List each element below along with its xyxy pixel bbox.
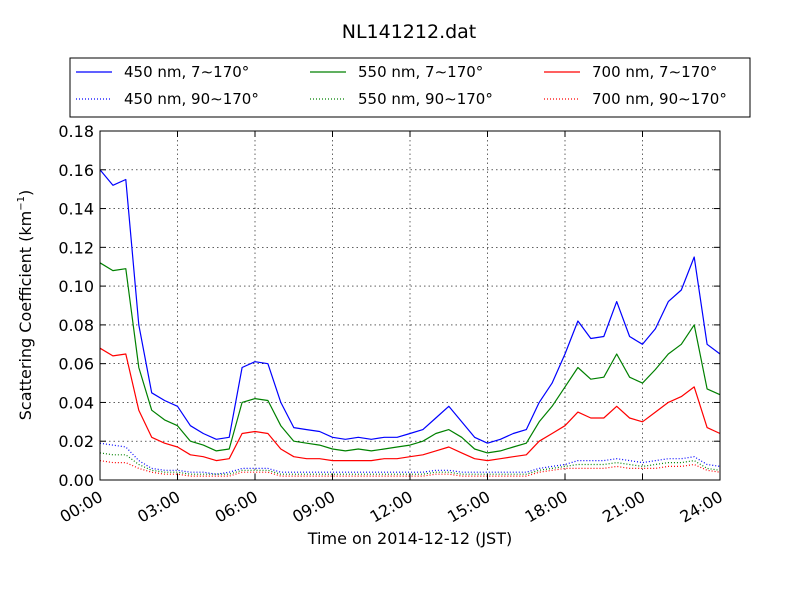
- legend: 450 nm, 7∼170° 550 nm, 7∼170° 700 nm, 7∼17…: [69, 57, 751, 118]
- legend-label-1: 550 nm, 7∼170°: [358, 63, 483, 81]
- series-line-0: [99, 169, 721, 444]
- legend-label-3: 450 nm, 90∼170°: [124, 90, 259, 108]
- series-lines: [99, 169, 721, 477]
- legend-label-5: 700 nm, 90∼170°: [592, 90, 727, 108]
- legend-label-0: 450 nm, 7∼170°: [124, 63, 249, 81]
- y-tick-label: 0.04: [58, 393, 94, 412]
- y-tick-label: 0.06: [58, 355, 94, 374]
- y-axis-label-superscript: −1: [16, 196, 27, 211]
- legend-box: [69, 57, 751, 118]
- y-axis-label-text: Scattering Coefficient (km: [16, 211, 35, 421]
- chart-title: NL141212.dat: [342, 21, 477, 43]
- series-line-1: [99, 262, 721, 454]
- y-tick-label: 0.12: [58, 238, 94, 257]
- y-axis-label-end: ): [16, 190, 35, 196]
- series-line-3: [99, 442, 721, 475]
- series-line-5: [99, 460, 721, 477]
- y-axis-label: Scattering Coefficient (km−1): [16, 190, 35, 421]
- series-line-4: [99, 452, 721, 475]
- y-tick-label: 0.08: [58, 316, 94, 335]
- legend-label-4: 550 nm, 90∼170°: [358, 90, 493, 108]
- x-axis-label: Time on 2014-12-12 (JST): [307, 529, 512, 548]
- y-tick-label: 0.18: [58, 122, 94, 141]
- legend-label-2: 700 nm, 7∼170°: [592, 63, 717, 81]
- series-line-2: [99, 347, 721, 462]
- y-tick-label: 0.02: [58, 432, 94, 451]
- y-tick-label: 0.10: [58, 277, 94, 296]
- y-tick-label: 0.16: [58, 161, 94, 180]
- y-tick-label: 0.00: [58, 471, 94, 490]
- y-tick-label: 0.14: [58, 200, 94, 219]
